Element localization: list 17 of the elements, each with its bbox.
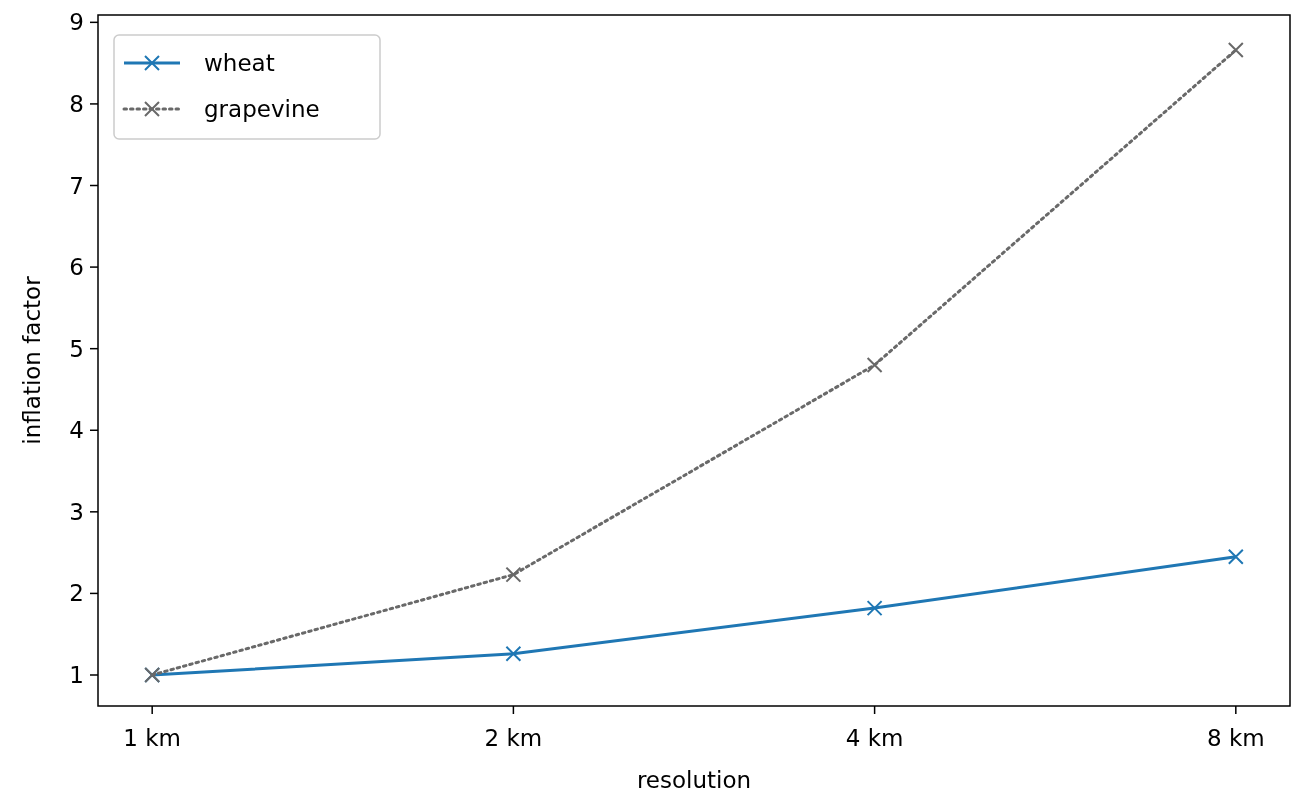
y-tick-label: 9 (69, 9, 84, 36)
x-tick-label: 1 km (123, 725, 182, 751)
y-tick-label: 4 (69, 417, 84, 444)
y-tick-label: 2 (69, 580, 84, 607)
legend-label: wheat (204, 50, 275, 77)
y-tick-label: 7 (69, 172, 84, 199)
legend-label: grapevine (204, 96, 320, 123)
y-axis-title: inflation factor (19, 275, 45, 445)
y-tick-label: 3 (69, 498, 84, 525)
x-tick-label: 2 km (484, 725, 543, 751)
x-tick-label: 8 km (1206, 725, 1265, 751)
x-tick-label: 4 km (845, 725, 904, 751)
y-tick-label: 5 (69, 335, 84, 362)
y-tick-label: 1 (69, 662, 84, 689)
x-axis-title: resolution (636, 767, 752, 793)
y-tick-label: 8 (69, 90, 84, 117)
y-tick-label: 6 (69, 254, 84, 281)
